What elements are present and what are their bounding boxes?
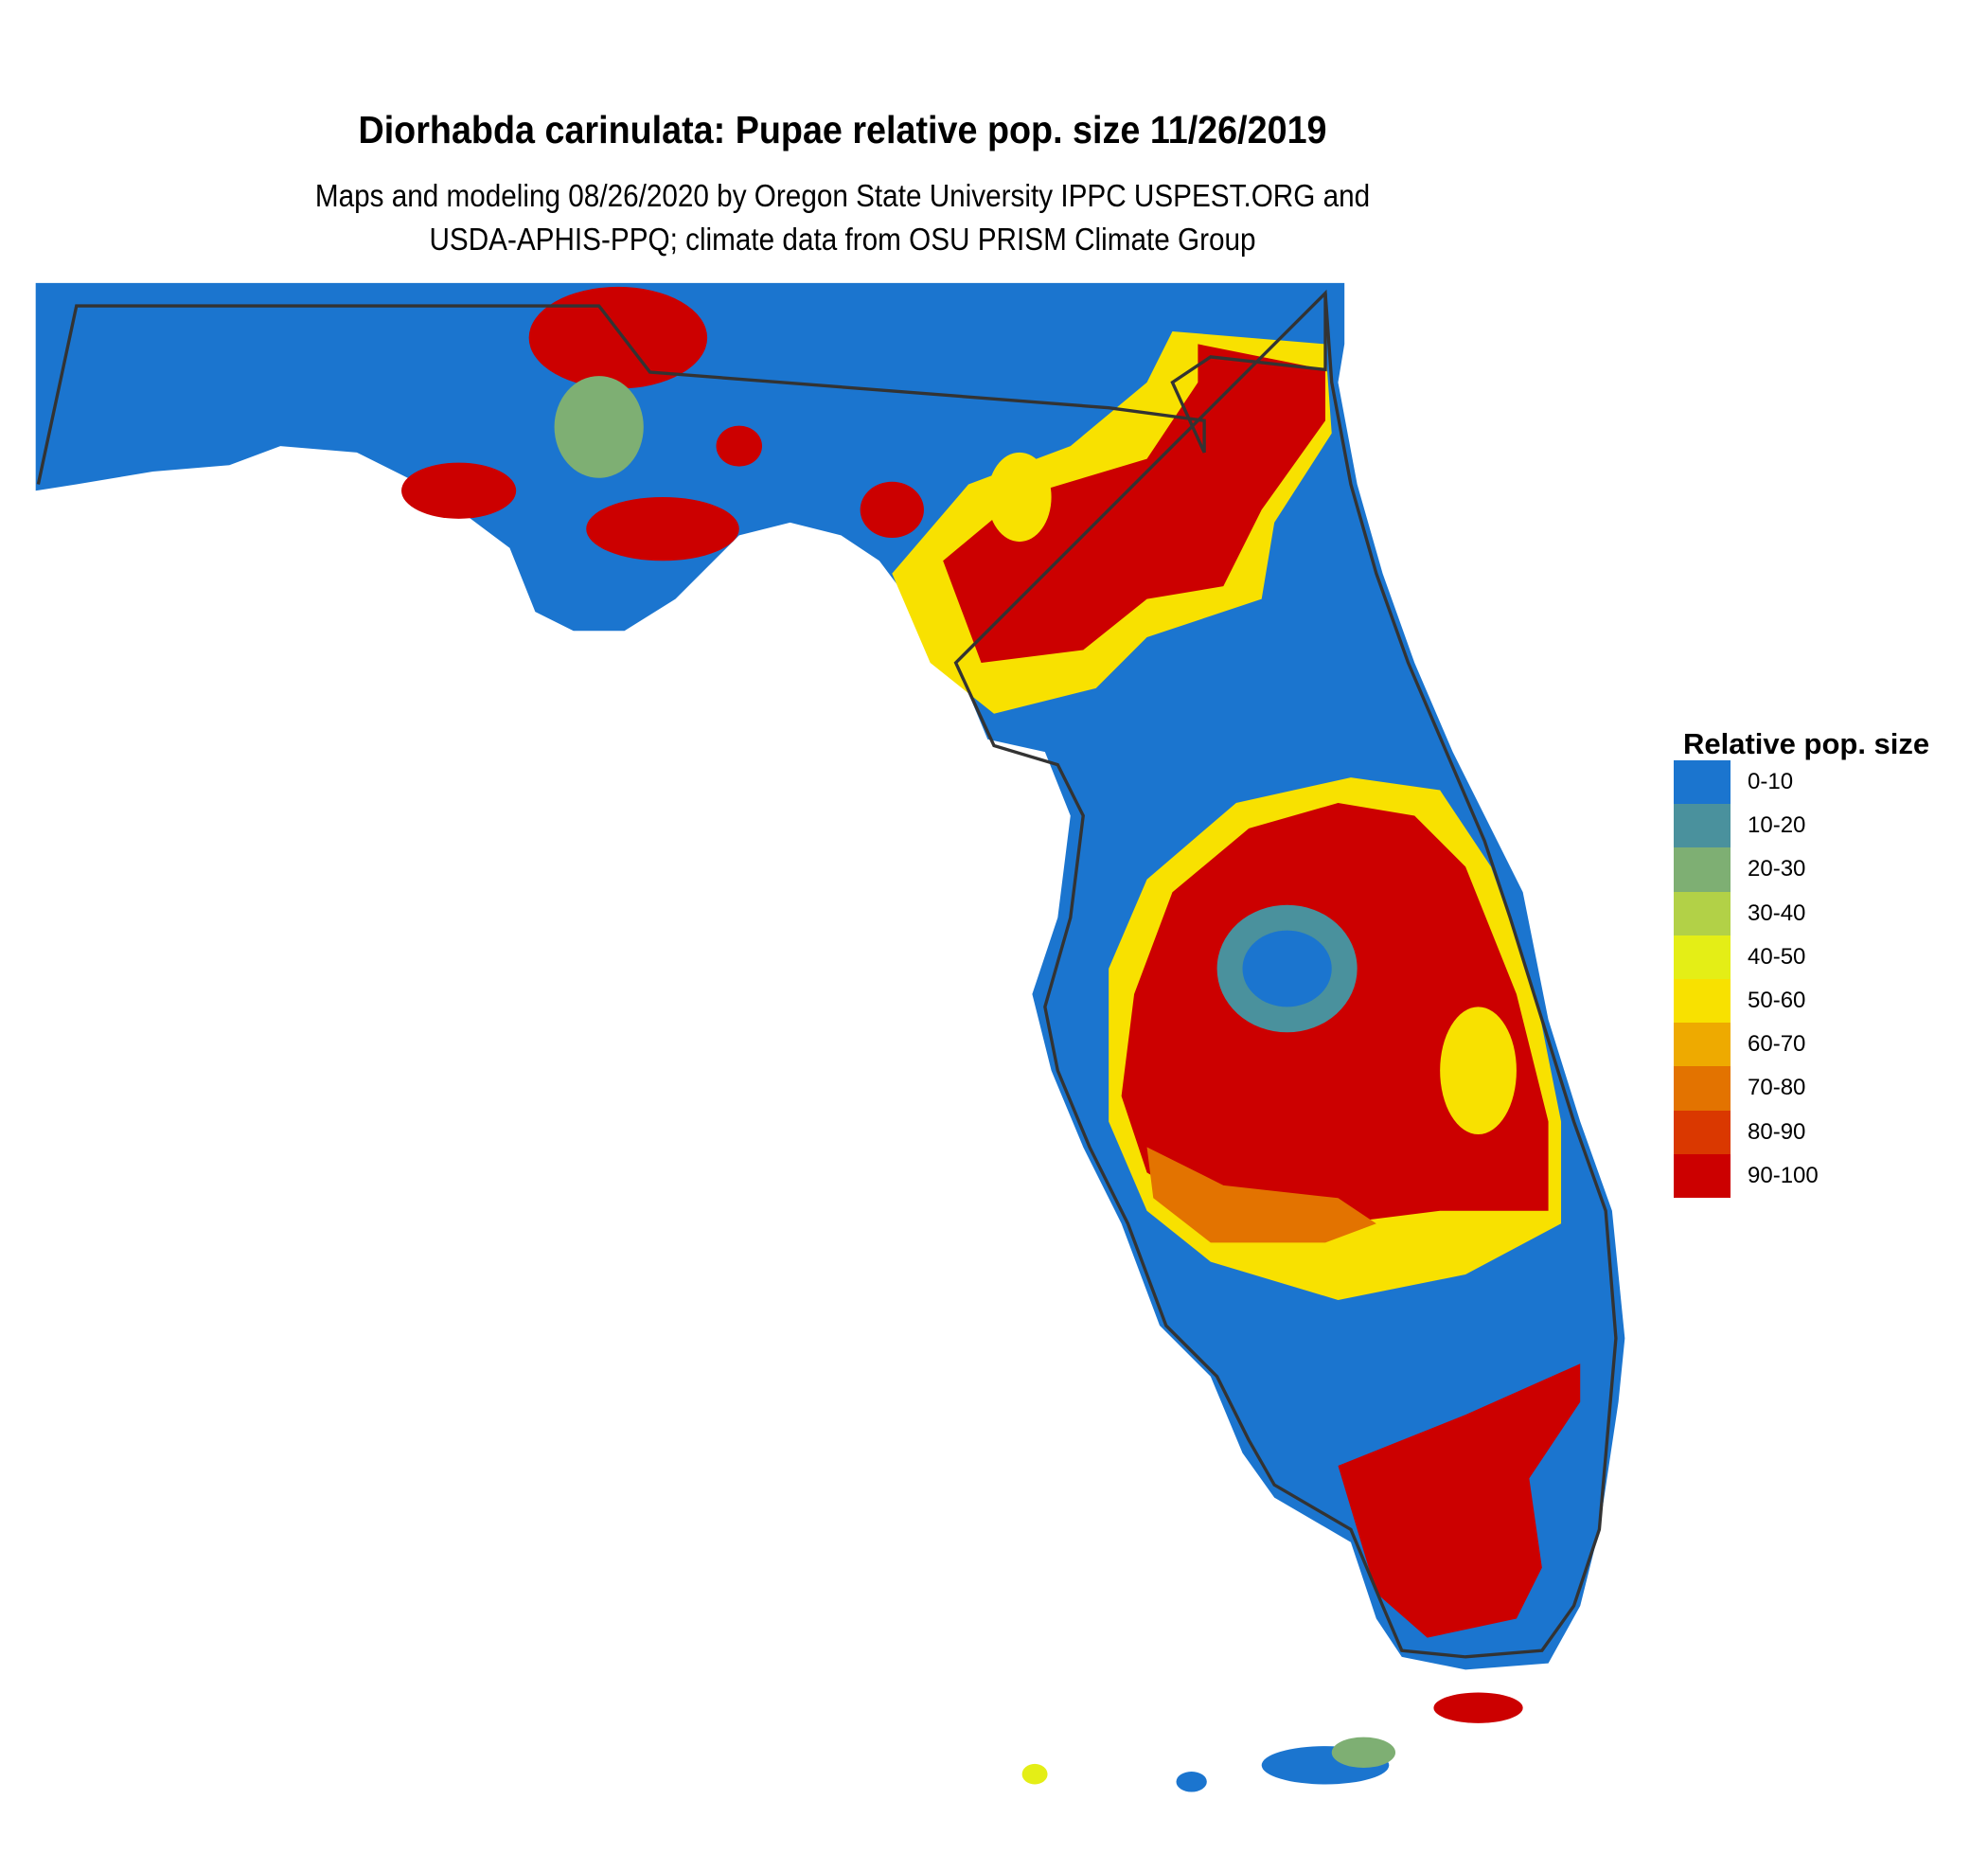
state-boundary [36,293,1327,485]
legend-label: 70-80 [1748,1075,1806,1101]
legend-title: Relative pop. size [1683,727,1930,760]
region-high-90-100 [943,344,1325,663]
legend-swatch [1674,935,1731,979]
legend-label: 90-100 [1748,1162,1819,1188]
legend-item: 90-100 [1674,1153,1819,1198]
legend-item: 30-40 [1674,891,1819,936]
region-high-90-100 [716,425,762,467]
legend-swatch [1674,804,1731,848]
map-title: Diorhabda carinulata: Pupae relative pop… [358,108,1327,151]
legend-item: 80-90 [1674,1110,1819,1154]
region-low-population [1242,930,1332,1007]
legend: 0-10 10-20 20-30 30-40 40-50 50-60 60-70… [1674,760,1819,1198]
legend-label: 20-30 [1748,856,1806,882]
legend-item: 40-50 [1674,935,1819,979]
legend-swatch [1674,760,1731,805]
legend-item: 10-20 [1674,804,1819,848]
legend-swatch [1674,1153,1731,1198]
legend-item: 60-70 [1674,1023,1819,1067]
region-high-90-100 [1338,1363,1581,1638]
legend-label: 40-50 [1748,943,1806,970]
map-subtitle-line2: USDA-APHIS-PPQ; climate data from OSU PR… [429,222,1256,257]
legend-item: 50-60 [1674,978,1819,1024]
region-keys-mid [1021,1763,1048,1785]
legend-swatch [1674,891,1731,936]
region-band-50-60 [987,452,1052,543]
legend-item: 0-10 [1674,760,1819,805]
region-keys-high [1433,1692,1523,1723]
legend-label: 50-60 [1748,988,1806,1014]
legend-swatch [1674,1066,1731,1111]
region-low-population [35,282,1625,1670]
region-keys-mid [1331,1737,1396,1768]
region-high-90-100 [586,496,739,561]
map-subtitle-line1: Maps and modeling 08/26/2020 by Oregon S… [314,178,1371,213]
region-keys-low [1176,1772,1207,1792]
region-band-50-60 [1440,1007,1517,1134]
legend-label: 0-10 [1748,769,1794,795]
legend-label: 30-40 [1748,900,1806,926]
region-high-90-100 [860,481,924,539]
region-band-70-80 [1146,1147,1376,1243]
region-high-90-100 [401,462,517,519]
legend-label: 60-70 [1748,1031,1806,1058]
legend-swatch [1674,847,1731,892]
coastline [953,289,1618,1659]
legend-label: 10-20 [1748,812,1806,839]
legend-swatch [1674,1110,1731,1154]
legend-item: 20-30 [1674,847,1819,892]
region-band-20-30 [554,376,644,478]
legend-item: 70-80 [1674,1066,1819,1111]
legend-swatch [1674,1023,1731,1067]
legend-label: 80-90 [1748,1118,1806,1145]
legend-swatch [1674,978,1731,1024]
region-high-90-100 [528,286,708,389]
